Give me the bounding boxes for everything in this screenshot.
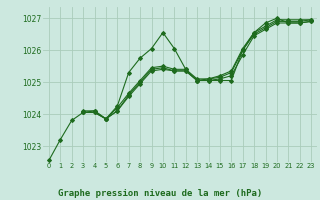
Text: Graphe pression niveau de la mer (hPa): Graphe pression niveau de la mer (hPa)	[58, 189, 262, 198]
